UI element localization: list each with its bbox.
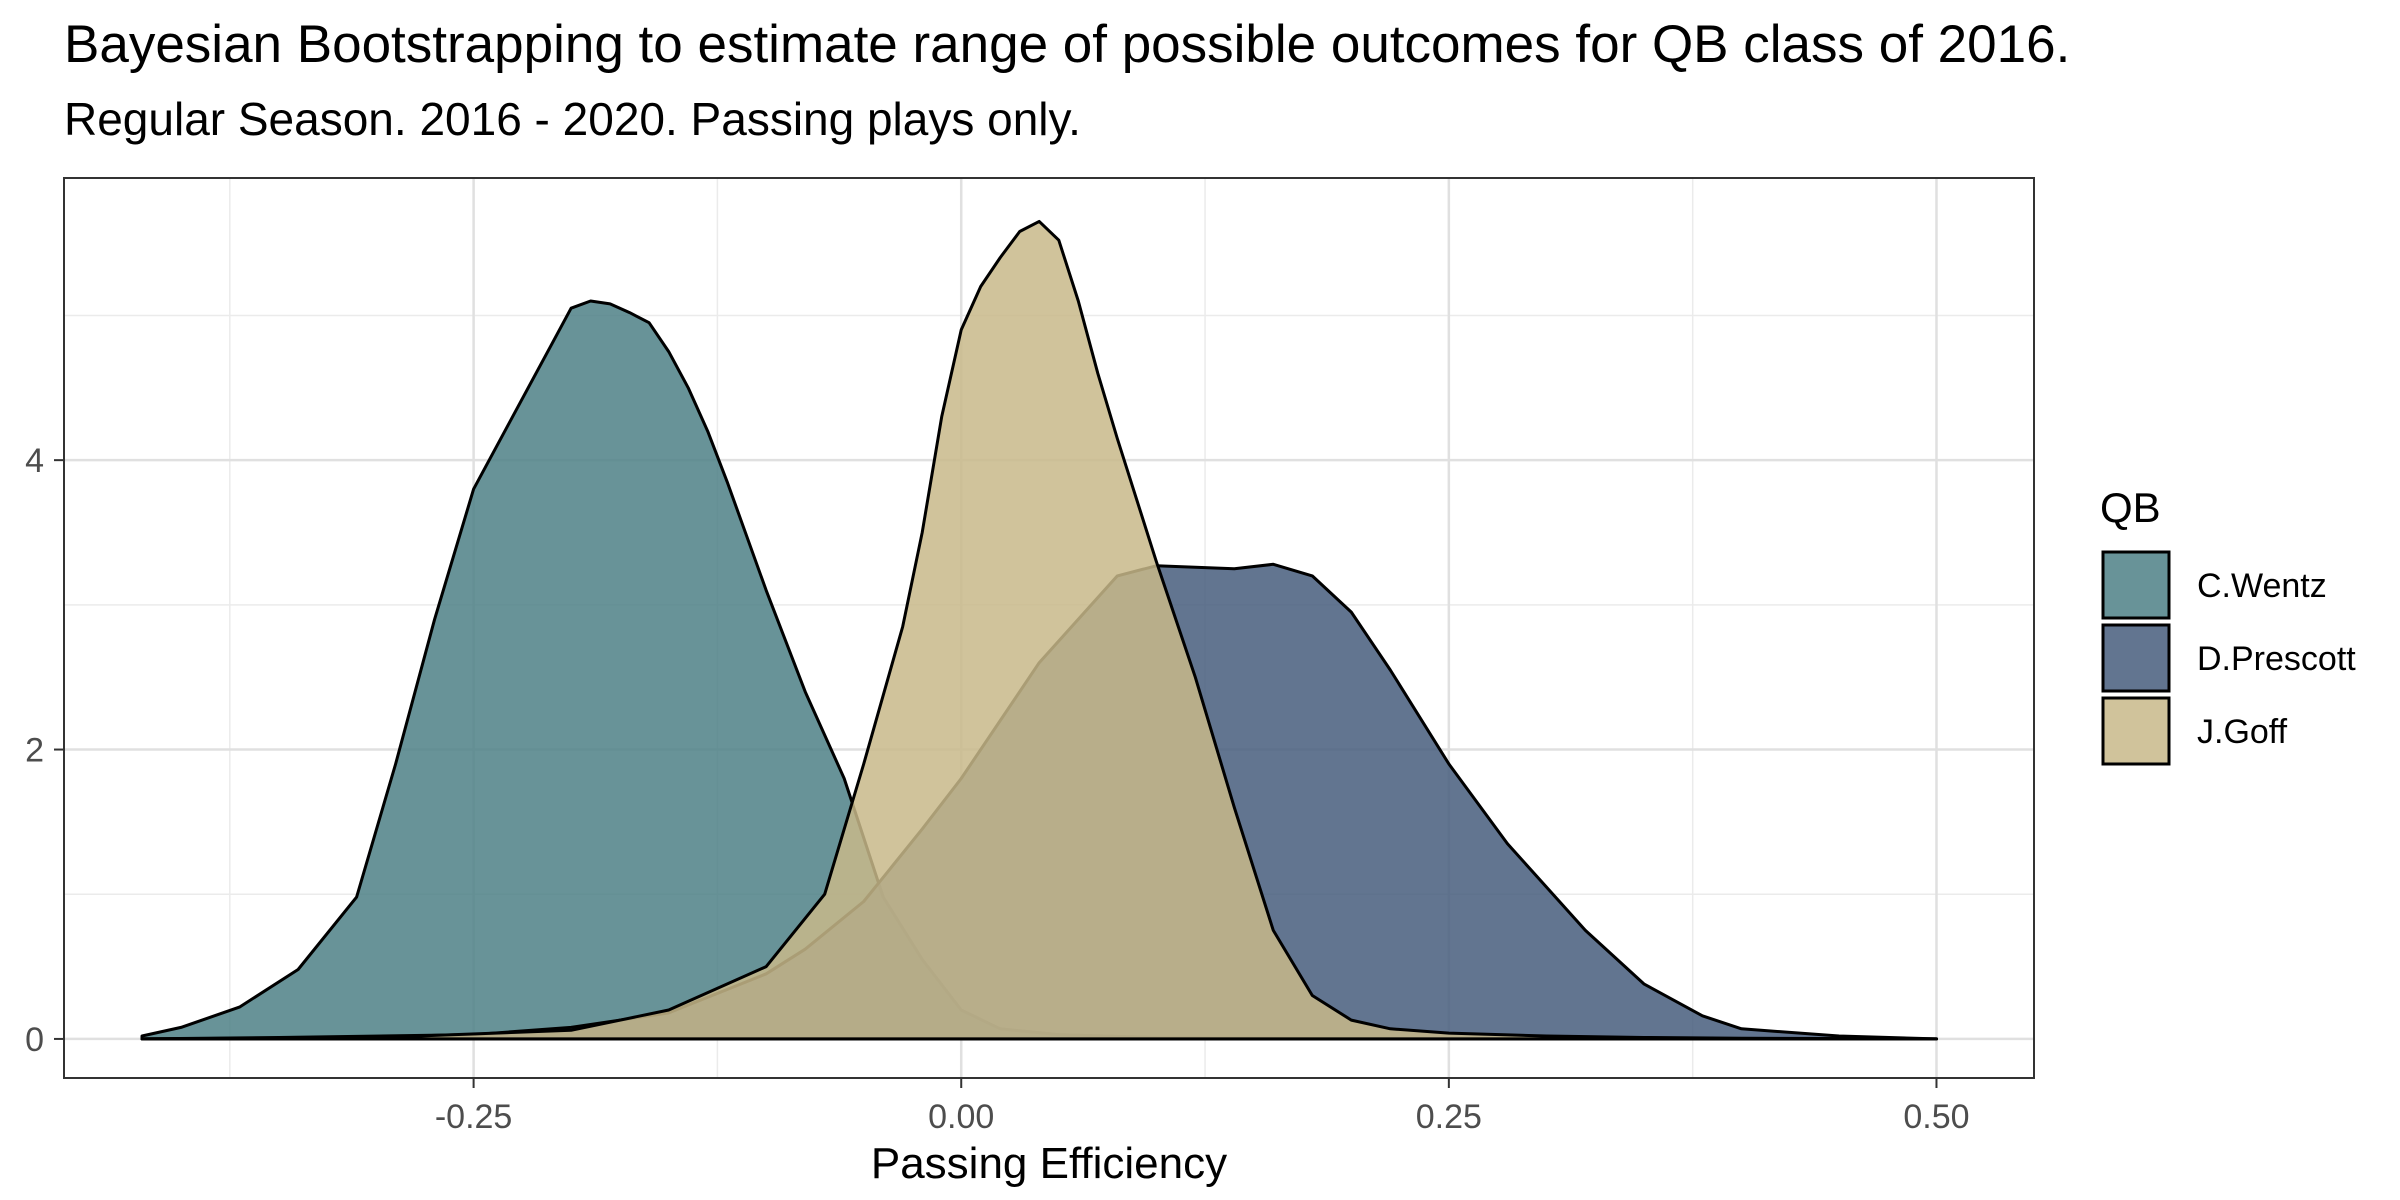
axes: -0.25 0.00 0.25 0.50 0 2 4 — [25, 442, 1969, 1136]
y-tick-label: 2 — [25, 732, 44, 770]
legend-key-j-goff — [2101, 696, 2171, 766]
x-tick-label: 0.00 — [928, 1098, 994, 1136]
legend-title: QB — [2100, 484, 2161, 531]
legend: QB C.Wentz D.Prescott J.Goff — [2100, 484, 2356, 766]
x-axis-title: Passing Efficiency — [871, 1139, 1227, 1188]
x-tick-label: -0.25 — [435, 1098, 513, 1136]
legend-label-c-wentz: C.Wentz — [2197, 567, 2327, 605]
chart-subtitle: Regular Season. 2016 - 2020. Passing pla… — [64, 93, 1081, 145]
density-area-j-goff — [140, 219, 1938, 1041]
x-tick-label: 0.25 — [1416, 1098, 1482, 1136]
y-tick-label: 0 — [25, 1021, 44, 1059]
chart-title: Bayesian Bootstrapping to estimate range… — [64, 15, 2071, 74]
legend-key-d-prescott — [2101, 623, 2171, 693]
density-areas — [140, 219, 1938, 1041]
y-tick-label: 4 — [25, 442, 44, 480]
plot-panel-border — [63, 177, 2035, 1079]
legend-label-d-prescott: D.Prescott — [2197, 640, 2356, 678]
legend-label-j-goff: J.Goff — [2197, 713, 2288, 751]
legend-key-c-wentz — [2101, 550, 2171, 620]
x-tick-label: 0.50 — [1903, 1098, 1969, 1136]
